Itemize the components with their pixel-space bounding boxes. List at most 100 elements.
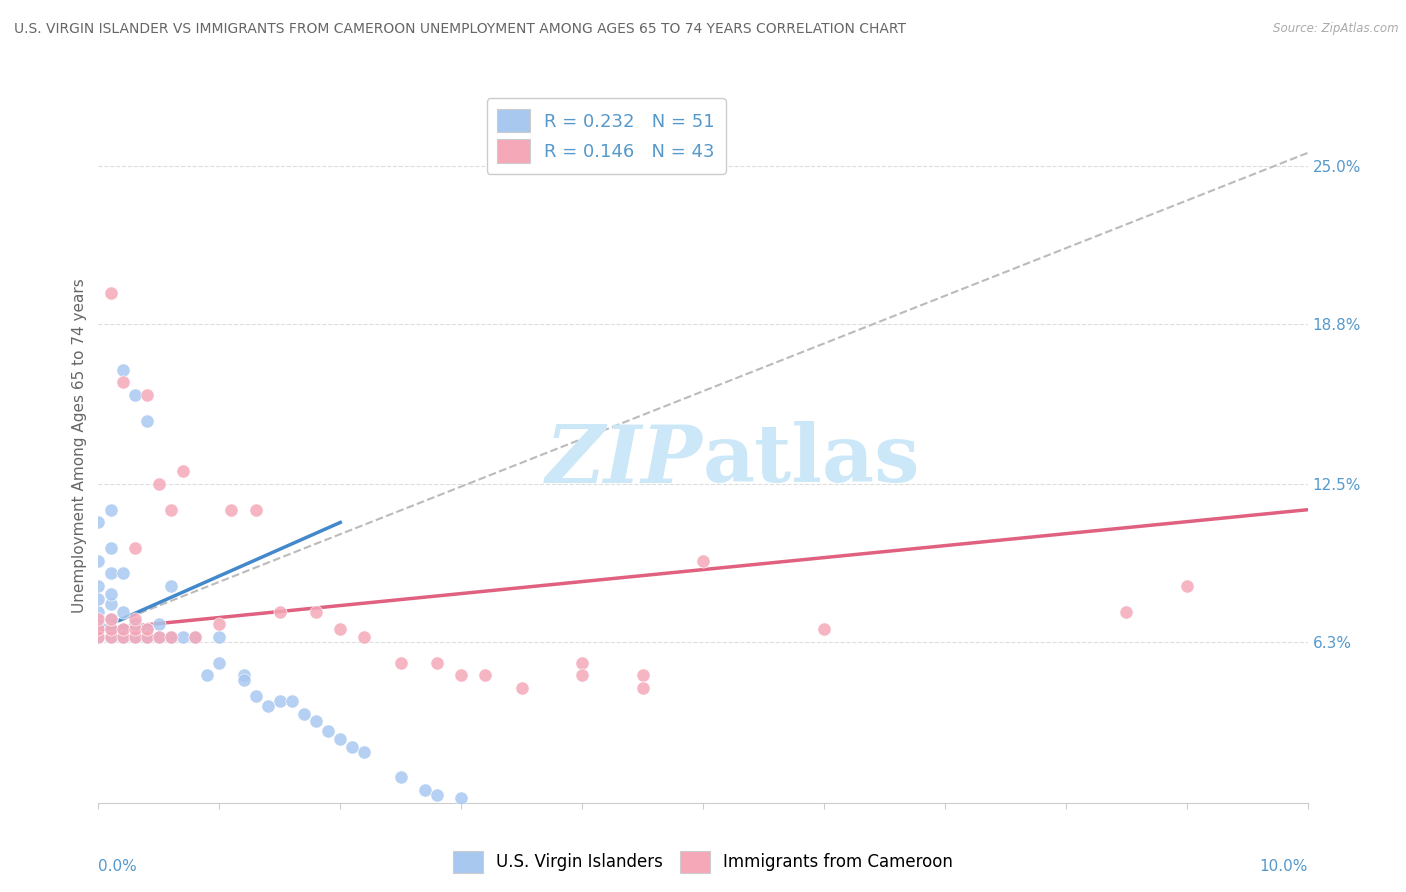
Point	[135, 388, 157, 402]
Point	[353, 630, 375, 644]
Point	[160, 502, 183, 516]
Point	[100, 612, 122, 626]
Point	[510, 681, 533, 695]
Point	[474, 668, 496, 682]
Point	[329, 732, 352, 747]
Point	[87, 554, 110, 568]
Point	[111, 605, 134, 619]
Point	[100, 630, 122, 644]
Point	[245, 502, 267, 516]
Point	[100, 623, 122, 637]
Point	[1115, 605, 1137, 619]
Point	[148, 477, 170, 491]
Point	[148, 630, 170, 644]
Point	[208, 630, 231, 644]
Point	[256, 698, 278, 713]
Point	[135, 630, 157, 644]
Point	[269, 605, 291, 619]
Point	[111, 630, 134, 644]
Point	[305, 714, 328, 729]
Point	[87, 612, 110, 626]
Point	[208, 656, 231, 670]
Point	[195, 668, 218, 682]
Point	[100, 286, 122, 301]
Point	[87, 605, 110, 619]
Point	[631, 681, 654, 695]
Point	[426, 656, 449, 670]
Point	[124, 541, 146, 555]
Point	[316, 724, 339, 739]
Point	[245, 689, 267, 703]
Point	[124, 612, 146, 626]
Point	[208, 617, 231, 632]
Point	[631, 668, 654, 682]
Point	[184, 630, 207, 644]
Point	[342, 739, 364, 754]
Point	[100, 587, 122, 601]
Point	[135, 623, 157, 637]
Point	[111, 566, 134, 581]
Point	[148, 617, 170, 632]
Point	[100, 566, 122, 581]
Point	[100, 630, 122, 644]
Point	[232, 668, 254, 682]
Point	[87, 617, 110, 632]
Point	[281, 694, 304, 708]
Point	[87, 591, 110, 606]
Point	[148, 630, 170, 644]
Point	[87, 623, 110, 637]
Point	[450, 668, 472, 682]
Text: 0.0%: 0.0%	[98, 859, 138, 874]
Point	[1175, 579, 1198, 593]
Point	[124, 630, 146, 644]
Point	[269, 694, 291, 708]
Point	[413, 783, 436, 797]
Point	[87, 516, 110, 530]
Point	[87, 630, 110, 644]
Point	[450, 790, 472, 805]
Text: 10.0%: 10.0%	[1260, 859, 1308, 874]
Point	[232, 673, 254, 688]
Text: Source: ZipAtlas.com: Source: ZipAtlas.com	[1274, 22, 1399, 36]
Point	[292, 706, 315, 721]
Point	[135, 630, 157, 644]
Point	[135, 413, 157, 427]
Legend: R = 0.232   N = 51, R = 0.146   N = 43: R = 0.232 N = 51, R = 0.146 N = 43	[486, 98, 725, 174]
Point	[160, 579, 183, 593]
Legend: U.S. Virgin Islanders, Immigrants from Cameroon: U.S. Virgin Islanders, Immigrants from C…	[446, 845, 960, 880]
Point	[111, 630, 134, 644]
Text: atlas: atlas	[703, 421, 921, 500]
Point	[111, 623, 134, 637]
Point	[160, 630, 183, 644]
Point	[692, 554, 714, 568]
Point	[172, 630, 194, 644]
Point	[124, 388, 146, 402]
Point	[305, 605, 328, 619]
Point	[172, 465, 194, 479]
Point	[87, 579, 110, 593]
Y-axis label: Unemployment Among Ages 65 to 74 years: Unemployment Among Ages 65 to 74 years	[72, 278, 87, 614]
Point	[100, 623, 122, 637]
Point	[389, 656, 412, 670]
Point	[100, 541, 122, 555]
Point	[135, 623, 157, 637]
Point	[389, 770, 412, 784]
Point	[221, 502, 243, 516]
Point	[571, 656, 593, 670]
Point	[124, 623, 146, 637]
Point	[100, 597, 122, 611]
Point	[87, 630, 110, 644]
Point	[353, 745, 375, 759]
Point	[111, 376, 134, 390]
Point	[426, 788, 449, 802]
Point	[160, 630, 183, 644]
Point	[124, 617, 146, 632]
Point	[329, 623, 352, 637]
Point	[813, 623, 835, 637]
Point	[100, 502, 122, 516]
Text: U.S. VIRGIN ISLANDER VS IMMIGRANTS FROM CAMEROON UNEMPLOYMENT AMONG AGES 65 TO 7: U.S. VIRGIN ISLANDER VS IMMIGRANTS FROM …	[14, 22, 905, 37]
Point	[571, 668, 593, 682]
Point	[124, 630, 146, 644]
Text: ZIP: ZIP	[546, 422, 703, 499]
Point	[100, 612, 122, 626]
